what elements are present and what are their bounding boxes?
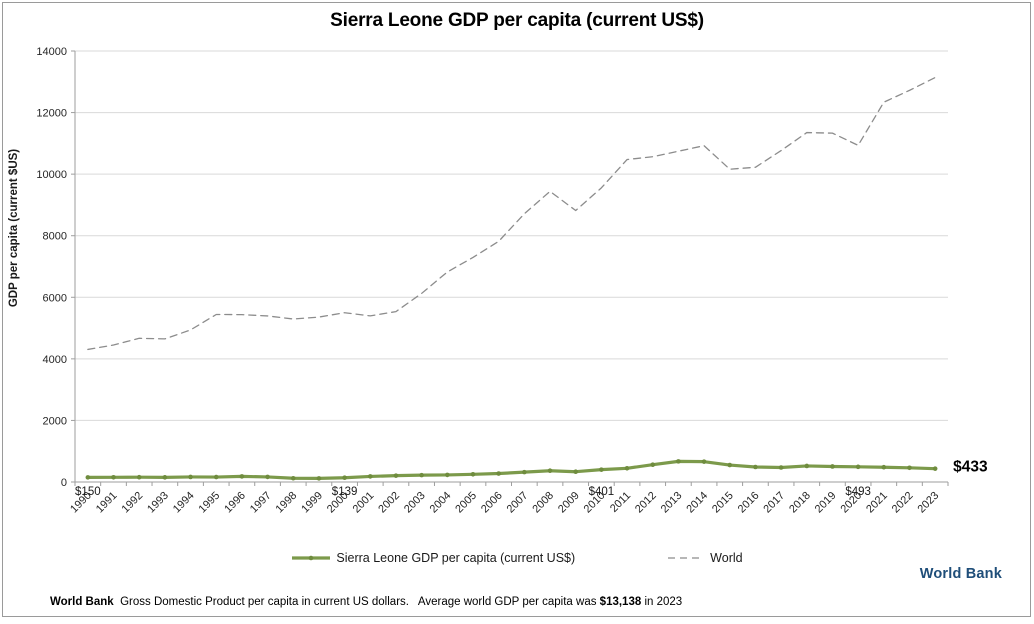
svg-text:0: 0 bbox=[61, 477, 67, 489]
svg-text:2018: 2018 bbox=[787, 490, 813, 516]
world-bank-logo: World Bank bbox=[919, 566, 1002, 582]
chart-title: Sierra Leone GDP per capita (current US$… bbox=[330, 10, 704, 31]
svg-text:1995: 1995 bbox=[197, 490, 223, 516]
svg-text:GDP per capita (current $US): GDP per capita (current $US) bbox=[8, 149, 20, 307]
svg-text:2017: 2017 bbox=[761, 490, 787, 516]
legend-item-sierra-leone: Sierra Leone GDP per capita (current US$… bbox=[291, 551, 575, 565]
svg-text:2000: 2000 bbox=[43, 415, 67, 427]
svg-text:$493: $493 bbox=[845, 486, 871, 498]
svg-text:2019: 2019 bbox=[813, 490, 839, 516]
svg-text:2003: 2003 bbox=[402, 490, 428, 516]
svg-text:1993: 1993 bbox=[145, 490, 171, 516]
legend-item-world: World bbox=[667, 551, 743, 565]
world-line-icon bbox=[668, 557, 705, 559]
svg-text:2004: 2004 bbox=[428, 490, 454, 516]
footnote-highlight-value: $13,138 bbox=[599, 596, 642, 608]
svg-text:$150: $150 bbox=[75, 486, 101, 498]
footnote-description: Gross Domestic Product per capita in cur… bbox=[113, 596, 600, 608]
svg-text:1996: 1996 bbox=[222, 490, 248, 516]
svg-text:1998: 1998 bbox=[274, 490, 300, 516]
svg-text:2022: 2022 bbox=[890, 490, 916, 516]
svg-text:1992: 1992 bbox=[120, 490, 146, 516]
footnote: World Bank Gross Domestic Product per ca… bbox=[50, 596, 1014, 608]
svg-text:12000: 12000 bbox=[36, 108, 67, 120]
svg-text:2013: 2013 bbox=[659, 490, 685, 516]
svg-text:6000: 6000 bbox=[43, 292, 67, 304]
svg-text:10000: 10000 bbox=[36, 169, 67, 181]
svg-text:2015: 2015 bbox=[710, 490, 736, 516]
svg-text:$139: $139 bbox=[332, 486, 358, 498]
svg-text:$433: $433 bbox=[953, 459, 988, 476]
svg-text:4000: 4000 bbox=[43, 354, 67, 366]
svg-text:2014: 2014 bbox=[684, 490, 710, 516]
svg-text:2007: 2007 bbox=[505, 490, 531, 516]
svg-text:2002: 2002 bbox=[376, 490, 402, 516]
svg-text:2005: 2005 bbox=[453, 490, 479, 516]
svg-text:14000: 14000 bbox=[36, 46, 67, 58]
footnote-suffix: in 2023 bbox=[641, 596, 683, 608]
svg-text:2012: 2012 bbox=[633, 490, 659, 516]
legend-label-world: World bbox=[710, 551, 743, 565]
svg-text:$401: $401 bbox=[589, 486, 615, 498]
legend: Sierra Leone GDP per capita (current US$… bbox=[0, 551, 1034, 565]
svg-text:2006: 2006 bbox=[479, 490, 505, 516]
svg-text:2016: 2016 bbox=[736, 490, 762, 516]
legend-label-sierra-leone: Sierra Leone GDP per capita (current US$… bbox=[336, 551, 576, 565]
svg-text:2009: 2009 bbox=[556, 490, 582, 516]
svg-text:8000: 8000 bbox=[43, 231, 67, 243]
svg-text:2023: 2023 bbox=[915, 490, 941, 516]
svg-text:1997: 1997 bbox=[248, 490, 274, 516]
footnote-source: World Bank bbox=[50, 596, 114, 608]
svg-text:1999: 1999 bbox=[299, 490, 325, 516]
svg-text:1994: 1994 bbox=[171, 490, 197, 516]
svg-text:2008: 2008 bbox=[530, 490, 556, 516]
sierra-leone-line-icon bbox=[292, 555, 331, 561]
